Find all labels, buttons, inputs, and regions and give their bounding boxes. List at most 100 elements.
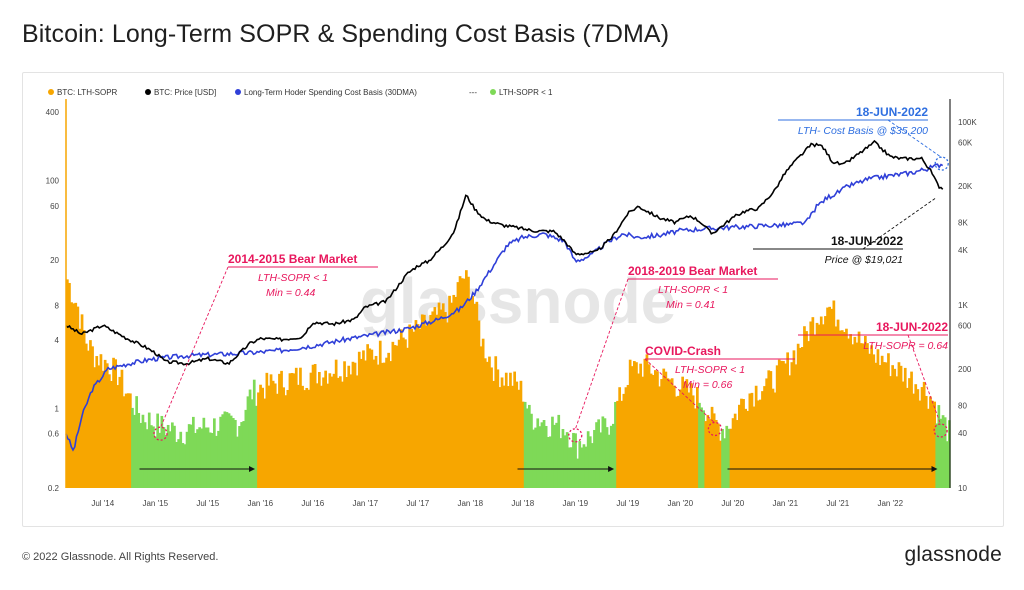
sopr-bar [68,282,71,488]
sopr-bar [324,370,327,488]
sopr-bar [656,371,659,488]
sopr-bar [584,446,588,488]
sopr-bar [822,324,825,488]
legend-label: Long-Term Hoder Spending Cost Basis (30D… [244,88,417,97]
sopr-bar [248,389,252,488]
sopr-bar [465,270,468,488]
event-marker [568,428,583,443]
sopr-bar [534,427,537,488]
left-tick-label: 20 [50,256,59,265]
sopr-bar [517,389,521,488]
price-line [65,139,944,366]
right-tick-label: 4K [958,246,968,255]
sopr-bar [341,381,344,488]
sopr-bar [702,410,705,488]
sopr-bar [544,425,548,488]
sopr-bar [309,372,313,488]
sopr-bar [420,314,424,488]
sopr-bar [194,432,197,488]
sopr-bar [910,371,913,488]
sopr-bar [345,377,348,488]
sopr-bar [945,441,949,488]
sopr-bar [599,432,603,488]
sopr-bar [759,399,762,488]
sopr-bar [897,362,901,488]
left-tick-label: 60 [50,202,59,211]
sopr-bar [271,380,275,488]
sopr-bar [857,331,861,488]
sopr-bar [553,424,556,488]
sopr-bar [668,379,672,488]
sopr-bar [622,393,626,488]
sopr-bar [105,363,109,488]
sopr-bar [372,359,376,488]
sopr-bar [593,429,596,488]
sopr-bar [187,424,191,488]
sopr-bar [118,376,122,488]
legend-marker [490,89,496,95]
sopr-bar [494,356,498,488]
sopr-bar [935,423,939,488]
sopr-bar [154,436,157,488]
x-tick-label: Jan '21 [772,499,798,508]
sopr-bar [263,398,267,488]
sopr-bar [767,370,771,488]
sopr-bar [402,337,405,488]
sopr-bar [473,303,477,488]
sopr-bar [502,385,506,488]
left-tick-label: 0.6 [48,430,60,439]
sopr-bar [330,376,334,488]
sopr-bar [788,375,792,488]
sopr-bar [99,354,103,488]
sopr-bar [259,384,262,488]
sopr-bar [735,420,739,488]
sopr-bar [87,350,90,488]
sopr-bar [179,431,183,488]
sopr-bar [175,441,178,488]
legend: BTC: LTH-SOPR BTC: Price [USD] Long-Term H… [48,88,553,97]
sopr-bar [192,416,195,488]
sopr-bar [509,372,512,488]
annotation-title: COVID-Crash [645,344,721,358]
sopr-bar [704,421,708,488]
sopr-bar [490,367,493,488]
sopr-bar [731,418,735,488]
sopr-bar [761,391,764,488]
sopr-bar [171,422,174,488]
sopr-bar [500,377,504,488]
x-tick-label: Jan '16 [247,499,273,508]
sopr-bar [878,365,882,488]
left-tick-label: 1 [55,404,60,413]
sopr-bar [378,340,382,488]
sopr-bar [288,373,292,488]
x-tick-label: Jan '17 [352,499,378,508]
sopr-bar [630,366,634,488]
sopr-bar [303,390,306,488]
sopr-bar [318,371,321,488]
sopr-bar [885,362,888,488]
sopr-bar [114,359,117,488]
sopr-bar [507,386,510,488]
sopr-bar [488,356,491,488]
sopr-bar [813,334,817,488]
sopr-bar [433,307,437,488]
sopr-bar [786,352,789,488]
sopr-bar [255,405,258,488]
sopr-bar [511,385,514,488]
sopr-bar [790,362,794,488]
annotation-block: 18-JUN-2022 Price @ $19,021 [753,197,936,266]
sopr-bar [481,338,485,488]
sopr-bar [559,438,563,488]
sopr-bar [756,400,760,488]
sopr-bar [807,341,810,488]
sopr-bar [771,388,775,488]
sopr-bar [637,373,640,488]
sopr-bar [162,427,166,488]
period-arrowhead [608,466,615,472]
sopr-bar [261,387,264,488]
x-tick-label: Jan '15 [142,499,168,508]
sopr-bar [435,314,439,488]
sopr-bar [427,321,430,488]
sopr-bar [937,405,941,488]
sopr-bar [794,364,798,488]
